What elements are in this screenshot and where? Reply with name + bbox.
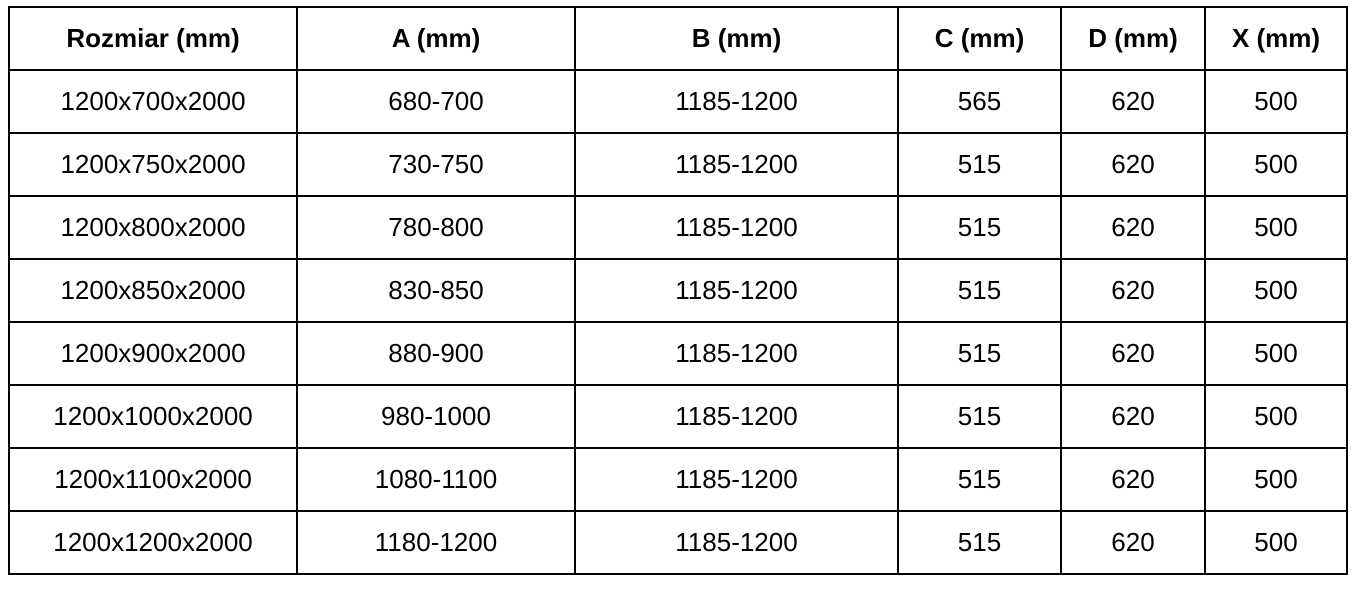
table-cell: 500 bbox=[1204, 132, 1348, 197]
table-cell: 1200x800x2000 bbox=[8, 195, 298, 260]
table-cell: 620 bbox=[1060, 258, 1206, 323]
table-cell: 980-1000 bbox=[296, 384, 576, 449]
table-cell: 620 bbox=[1060, 321, 1206, 386]
column-header: D (mm) bbox=[1060, 6, 1206, 71]
table-cell: 515 bbox=[897, 195, 1062, 260]
table-cell: 500 bbox=[1204, 69, 1348, 134]
table-row: 1200x1200x2000 1180-1200 1185-1200 515 620 50… bbox=[8, 510, 1348, 575]
table-cell: 830-850 bbox=[296, 258, 576, 323]
table-cell: 1185-1200 bbox=[574, 258, 899, 323]
table-cell: 1185-1200 bbox=[574, 195, 899, 260]
table-cell: 1200x1000x2000 bbox=[8, 384, 298, 449]
table-cell: 880-900 bbox=[296, 321, 576, 386]
table-cell: 515 bbox=[897, 258, 1062, 323]
table-row: 1200x800x2000 780-800 1185-1200 515 620 500 bbox=[8, 195, 1348, 260]
table-cell: 1200x850x2000 bbox=[8, 258, 298, 323]
column-header: X (mm) bbox=[1204, 6, 1348, 71]
table-cell: 500 bbox=[1204, 195, 1348, 260]
table-cell: 515 bbox=[897, 384, 1062, 449]
column-header: Rozmiar (mm) bbox=[8, 6, 298, 71]
table-cell: 500 bbox=[1204, 258, 1348, 323]
table-cell: 515 bbox=[897, 447, 1062, 512]
table-cell: 1200x1100x2000 bbox=[8, 447, 298, 512]
table-cell: 1080-1100 bbox=[296, 447, 576, 512]
table-row: 1200x700x2000 680-700 1185-1200 565 620 500 bbox=[8, 69, 1348, 134]
table-cell: 620 bbox=[1060, 447, 1206, 512]
table-cell: 680-700 bbox=[296, 69, 576, 134]
table-cell: 1185-1200 bbox=[574, 69, 899, 134]
table-cell: 515 bbox=[897, 321, 1062, 386]
table-cell: 730-750 bbox=[296, 132, 576, 197]
table-cell: 500 bbox=[1204, 321, 1348, 386]
table-cell: 1185-1200 bbox=[574, 447, 899, 512]
table-cell: 1185-1200 bbox=[574, 510, 899, 575]
column-header: C (mm) bbox=[897, 6, 1062, 71]
table-row: 1200x1000x2000 980-1000 1185-1200 515 620 500 bbox=[8, 384, 1348, 449]
table-cell: 1185-1200 bbox=[574, 132, 899, 197]
table-row: 1200x750x2000 730-750 1185-1200 515 620 500 bbox=[8, 132, 1348, 197]
table-cell: 515 bbox=[897, 132, 1062, 197]
table-cell: 1200x700x2000 bbox=[8, 69, 298, 134]
table-cell: 780-800 bbox=[296, 195, 576, 260]
table-cell: 620 bbox=[1060, 510, 1206, 575]
table-cell: 500 bbox=[1204, 447, 1348, 512]
table-cell: 1185-1200 bbox=[574, 384, 899, 449]
dimensions-table: Rozmiar (mm) A (mm) B (mm) C (mm) D (mm) X (m… bbox=[8, 6, 1348, 575]
table-cell: 515 bbox=[897, 510, 1062, 575]
table-cell: 500 bbox=[1204, 384, 1348, 449]
table-cell: 1200x1200x2000 bbox=[8, 510, 298, 575]
table-cell: 1180-1200 bbox=[296, 510, 576, 575]
table-cell: 500 bbox=[1204, 510, 1348, 575]
column-header: B (mm) bbox=[574, 6, 899, 71]
table-cell: 620 bbox=[1060, 69, 1206, 134]
table-row: 1200x900x2000 880-900 1185-1200 515 620 500 bbox=[8, 321, 1348, 386]
table-cell: 1185-1200 bbox=[574, 321, 899, 386]
table-cell: 620 bbox=[1060, 132, 1206, 197]
table-cell: 1200x900x2000 bbox=[8, 321, 298, 386]
table-cell: 620 bbox=[1060, 384, 1206, 449]
table-cell: 620 bbox=[1060, 195, 1206, 260]
table-row: 1200x1100x2000 1080-1100 1185-1200 515 620 50… bbox=[8, 447, 1348, 512]
header-row: Rozmiar (mm) A (mm) B (mm) C (mm) D (mm) X (m… bbox=[8, 6, 1348, 71]
column-header: A (mm) bbox=[296, 6, 576, 71]
table-row: 1200x850x2000 830-850 1185-1200 515 620 500 bbox=[8, 258, 1348, 323]
table-cell: 565 bbox=[897, 69, 1062, 134]
table-cell: 1200x750x2000 bbox=[8, 132, 298, 197]
